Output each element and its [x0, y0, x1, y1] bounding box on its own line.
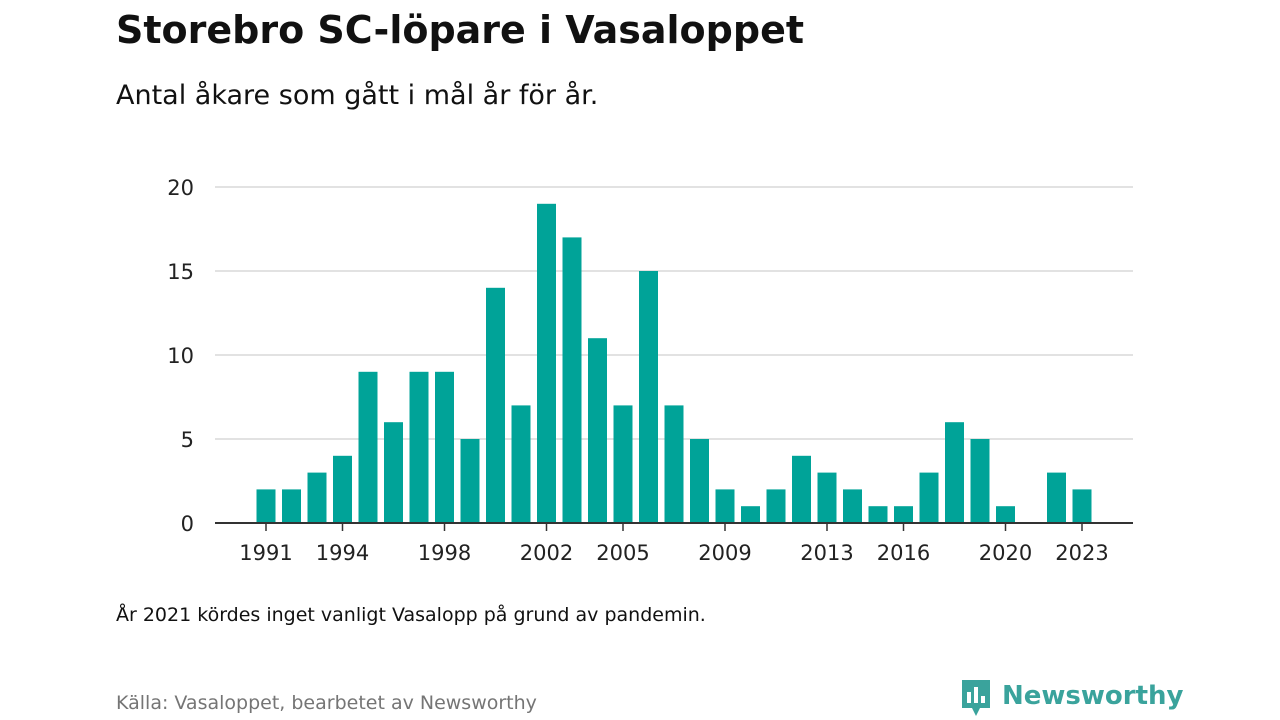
- bar-2011: [766, 489, 786, 523]
- bar-1993: [307, 472, 327, 523]
- x-tick-label: 2013: [800, 541, 853, 565]
- source-text: Källa: Vasaloppet, bearbetet av Newswort…: [116, 692, 537, 714]
- newsworthy-logo-icon: [962, 680, 990, 716]
- bar-2009: [715, 489, 735, 523]
- bar-2003: [562, 237, 582, 523]
- bar-2002: [537, 203, 556, 524]
- bar-2017: [919, 472, 939, 523]
- bar-chart: 0 5 10 15 20 1991 1994 1998 2002 2005 2009 2013 201…: [167, 176, 1133, 565]
- bar-2000: [486, 287, 505, 523]
- bar-2008: [690, 439, 709, 523]
- bar-2019: [970, 439, 990, 523]
- chart-subtitle: Antal åkare som gått i mål år för år.: [116, 80, 599, 111]
- bar-1998: [435, 371, 454, 523]
- brand-logo: Newsworthy: [960, 680, 1183, 716]
- bar-1999: [460, 439, 480, 523]
- bar-2016: [894, 506, 913, 523]
- bar-2001: [511, 405, 531, 523]
- bar-2007: [664, 405, 684, 523]
- footnote: År 2021 kördes inget vanligt Vasalopp på…: [116, 604, 706, 626]
- x-tick-label: 2002: [520, 541, 573, 565]
- bar-2005: [613, 405, 633, 523]
- y-tick-label: 0: [181, 512, 194, 536]
- x-tick-label: 1998: [418, 541, 471, 565]
- bar-1991: [256, 489, 276, 523]
- bar-1995: [358, 371, 378, 523]
- bar-2014: [843, 489, 862, 523]
- x-tick-label: 2005: [596, 541, 649, 565]
- chart-title: Storebro SC-löpare i Vasaloppet: [116, 8, 805, 52]
- y-axis-ticks: 0 5 10 15 20: [167, 176, 194, 536]
- bar-2012: [792, 455, 811, 523]
- brand-name: Newsworthy: [1002, 681, 1184, 711]
- bar-2020: [996, 506, 1015, 523]
- bar-2022: [1047, 472, 1066, 523]
- bar-2013: [817, 472, 837, 523]
- y-tick-label: 10: [167, 344, 194, 368]
- bar-1996: [384, 422, 403, 523]
- y-tick-label: 5: [181, 428, 194, 452]
- bar-2010: [741, 506, 760, 523]
- bar-2004: [588, 338, 607, 523]
- bar-1994: [333, 455, 352, 523]
- bar-2018: [945, 422, 964, 523]
- y-tick-label: 15: [167, 260, 194, 284]
- x-tick-label: 2020: [979, 541, 1032, 565]
- y-tick-label: 20: [167, 176, 194, 200]
- x-tick-label: 1994: [316, 541, 369, 565]
- x-tick-label: 2016: [877, 541, 930, 565]
- bars: [256, 203, 1092, 524]
- x-axis-ticks: 1991 1994 1998 2002 2005 2009 2013 2016 2020 2023: [239, 523, 1109, 565]
- bar-2006: [639, 271, 658, 523]
- bar-1997: [409, 371, 429, 523]
- x-tick-label: 2023: [1055, 541, 1108, 565]
- x-tick-label: 1991: [239, 541, 292, 565]
- gridlines: [215, 186, 1133, 440]
- bar-2023: [1072, 489, 1092, 523]
- bar-1992: [282, 489, 301, 523]
- bar-2015: [868, 506, 888, 523]
- x-tick-label: 2009: [698, 541, 751, 565]
